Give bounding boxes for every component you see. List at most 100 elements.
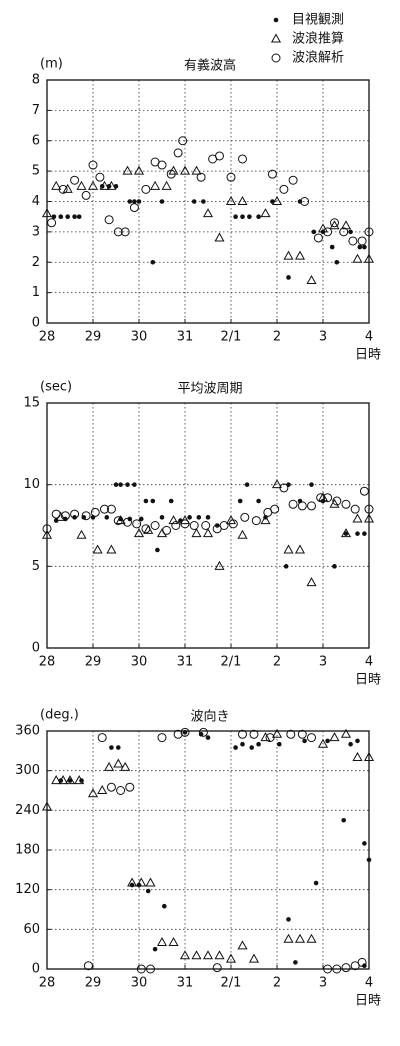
data-point bbox=[198, 727, 208, 737]
data-point bbox=[323, 493, 333, 503]
data-point bbox=[357, 244, 363, 250]
data-point bbox=[332, 564, 337, 569]
data-point bbox=[283, 544, 294, 554]
data-point bbox=[150, 498, 156, 504]
data-point bbox=[76, 180, 87, 190]
data-point bbox=[55, 511, 66, 521]
data-point bbox=[191, 528, 202, 538]
x-tick-label: 2/1 bbox=[221, 655, 242, 670]
data-point bbox=[104, 215, 114, 225]
data-point bbox=[127, 199, 133, 204]
y-axis-label: (m) bbox=[40, 57, 63, 72]
x-tick-label: 30 bbox=[131, 976, 148, 991]
data-point bbox=[106, 504, 116, 514]
data-point bbox=[72, 214, 77, 219]
x-tick-label: 2 bbox=[273, 330, 281, 345]
data-point bbox=[191, 199, 197, 204]
data-point bbox=[297, 501, 307, 511]
data-point bbox=[156, 528, 168, 538]
data-point bbox=[317, 738, 329, 748]
data-point bbox=[179, 950, 191, 960]
data-point bbox=[294, 250, 306, 260]
data-point bbox=[323, 227, 333, 237]
data-point bbox=[74, 775, 85, 785]
data-point bbox=[116, 786, 126, 795]
data-point bbox=[248, 953, 260, 963]
y-tick-label: 0 bbox=[32, 962, 40, 977]
data-point bbox=[133, 528, 145, 538]
data-point bbox=[136, 199, 142, 204]
data-point bbox=[182, 730, 188, 735]
data-point bbox=[132, 482, 137, 487]
data-point bbox=[116, 745, 121, 750]
data-point bbox=[157, 733, 167, 743]
y-tick-label: 8 bbox=[32, 73, 40, 88]
data-point bbox=[306, 933, 317, 943]
data-point bbox=[179, 165, 191, 175]
data-point bbox=[212, 963, 222, 973]
data-point bbox=[339, 227, 349, 237]
data-point bbox=[51, 180, 62, 190]
data-point bbox=[159, 515, 165, 520]
data-point bbox=[159, 199, 165, 204]
data-point bbox=[348, 236, 358, 246]
data-point bbox=[145, 877, 156, 887]
data-point bbox=[359, 486, 369, 496]
data-point bbox=[168, 498, 174, 504]
data-point bbox=[283, 933, 294, 943]
data-point bbox=[196, 172, 206, 182]
y-tick-label: 0 bbox=[32, 316, 40, 331]
data-point bbox=[323, 964, 333, 974]
data-point bbox=[311, 229, 317, 235]
data-point bbox=[171, 521, 181, 530]
data-point bbox=[161, 180, 172, 190]
data-point bbox=[97, 784, 108, 794]
data-point bbox=[332, 964, 342, 974]
data-point bbox=[187, 515, 192, 520]
data-point bbox=[150, 180, 161, 190]
y-tick-label: 120 bbox=[15, 882, 40, 897]
data-point bbox=[145, 888, 151, 894]
data-point bbox=[67, 778, 73, 783]
data-point bbox=[64, 775, 76, 785]
data-point bbox=[76, 529, 87, 539]
data-point bbox=[136, 877, 147, 887]
x-tick-label: 2 bbox=[273, 655, 281, 670]
data-point bbox=[123, 517, 132, 527]
x-tick-label: 31 bbox=[177, 330, 194, 345]
legend-marker bbox=[271, 53, 281, 63]
data-point bbox=[293, 960, 298, 965]
data-point bbox=[283, 564, 289, 569]
data-point bbox=[51, 214, 57, 219]
data-point bbox=[348, 741, 353, 747]
data-point bbox=[270, 504, 280, 514]
y-tick-label: 5 bbox=[32, 164, 40, 179]
data-point bbox=[251, 516, 261, 526]
x-tick-label: 4 bbox=[365, 976, 373, 991]
data-point bbox=[125, 482, 130, 487]
data-point bbox=[113, 758, 124, 768]
data-point bbox=[70, 175, 80, 185]
data-point bbox=[329, 220, 340, 230]
y-tick-label: 2 bbox=[32, 255, 40, 270]
data-point bbox=[99, 180, 110, 190]
data-point bbox=[113, 482, 119, 487]
data-point bbox=[317, 223, 329, 233]
data-point bbox=[341, 963, 351, 973]
y-tick-label: 10 bbox=[23, 477, 40, 492]
data-point bbox=[249, 729, 259, 739]
data-point bbox=[279, 184, 289, 194]
x-tick-label: 29 bbox=[85, 976, 102, 991]
data-point bbox=[155, 547, 160, 553]
data-point bbox=[260, 515, 271, 525]
data-point bbox=[113, 516, 123, 526]
data-point bbox=[233, 214, 238, 219]
data-point bbox=[352, 513, 363, 523]
x-tick-label: 4 bbox=[365, 330, 373, 345]
y-tick-label: 180 bbox=[15, 843, 40, 858]
data-point bbox=[136, 964, 146, 974]
data-point bbox=[81, 190, 91, 200]
plot-frame bbox=[46, 402, 370, 649]
legend-label: 目視観測 bbox=[292, 13, 344, 28]
data-point bbox=[129, 882, 135, 888]
